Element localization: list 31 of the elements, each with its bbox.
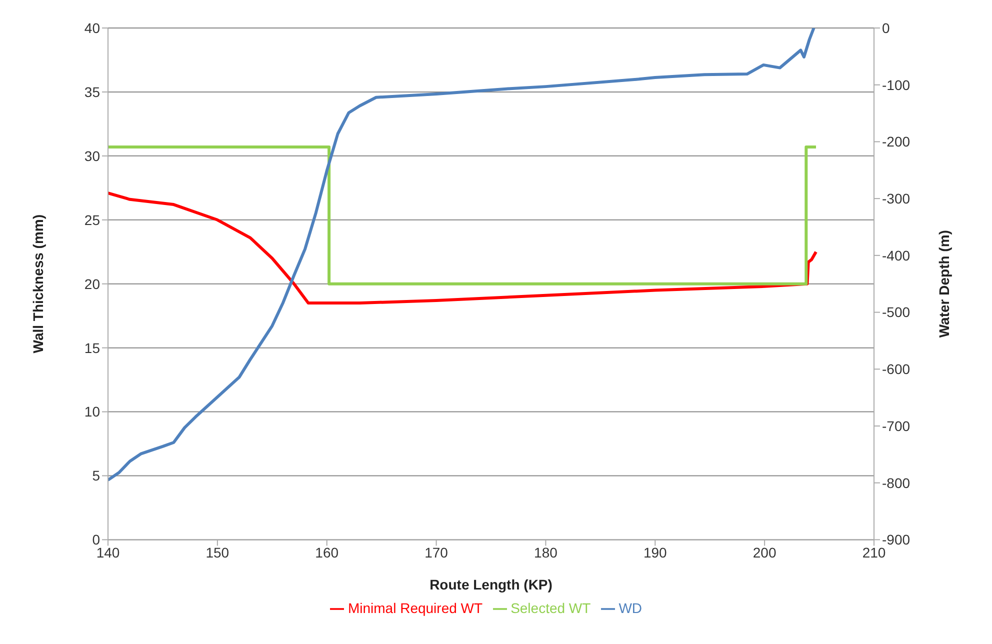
x-tick-label: 160 bbox=[315, 544, 339, 561]
y-tick-label: 35 bbox=[84, 84, 100, 100]
y-tick-label: 20 bbox=[84, 276, 100, 292]
x-tick-label: 200 bbox=[752, 544, 776, 561]
y-tick-label: 25 bbox=[84, 212, 100, 228]
line-series bbox=[108, 192, 818, 305]
x-tick-label: 150 bbox=[206, 544, 230, 561]
y-axis-title: Wall Thickness (mm) bbox=[30, 214, 46, 354]
legend-label: Minimal Required WT bbox=[348, 600, 483, 616]
y2-tick-label: -500 bbox=[882, 304, 910, 320]
x-tick-label: 170 bbox=[424, 544, 448, 561]
y-tick-label: 15 bbox=[84, 340, 100, 356]
y2-tick-label: -100 bbox=[882, 76, 910, 93]
y2-tick-label: -800 bbox=[882, 474, 910, 491]
y-tick-label: 10 bbox=[84, 404, 100, 420]
x-tick-label: 190 bbox=[643, 544, 668, 561]
legend-label: WD bbox=[618, 600, 642, 616]
x-axis-title: Route Length (KP) bbox=[430, 576, 552, 593]
y2-tick-label: -200 bbox=[882, 134, 910, 150]
y2-tick-label: -600 bbox=[882, 361, 910, 378]
y2-tick-label: -300 bbox=[882, 190, 910, 207]
x-tick-label: 180 bbox=[534, 544, 558, 561]
y-tick-label: 5 bbox=[92, 468, 100, 484]
y2-tick-label: -400 bbox=[882, 247, 910, 264]
line-series bbox=[108, 28, 816, 482]
y2-tick-label: 0 bbox=[882, 20, 890, 36]
y2-tick-label: -700 bbox=[882, 418, 910, 434]
y-tick-label: 40 bbox=[84, 20, 100, 36]
legend-label: Selected WT bbox=[510, 600, 591, 616]
y-tick-label: 30 bbox=[84, 148, 100, 164]
y2-axis-title: Water Depth (m) bbox=[936, 230, 952, 338]
